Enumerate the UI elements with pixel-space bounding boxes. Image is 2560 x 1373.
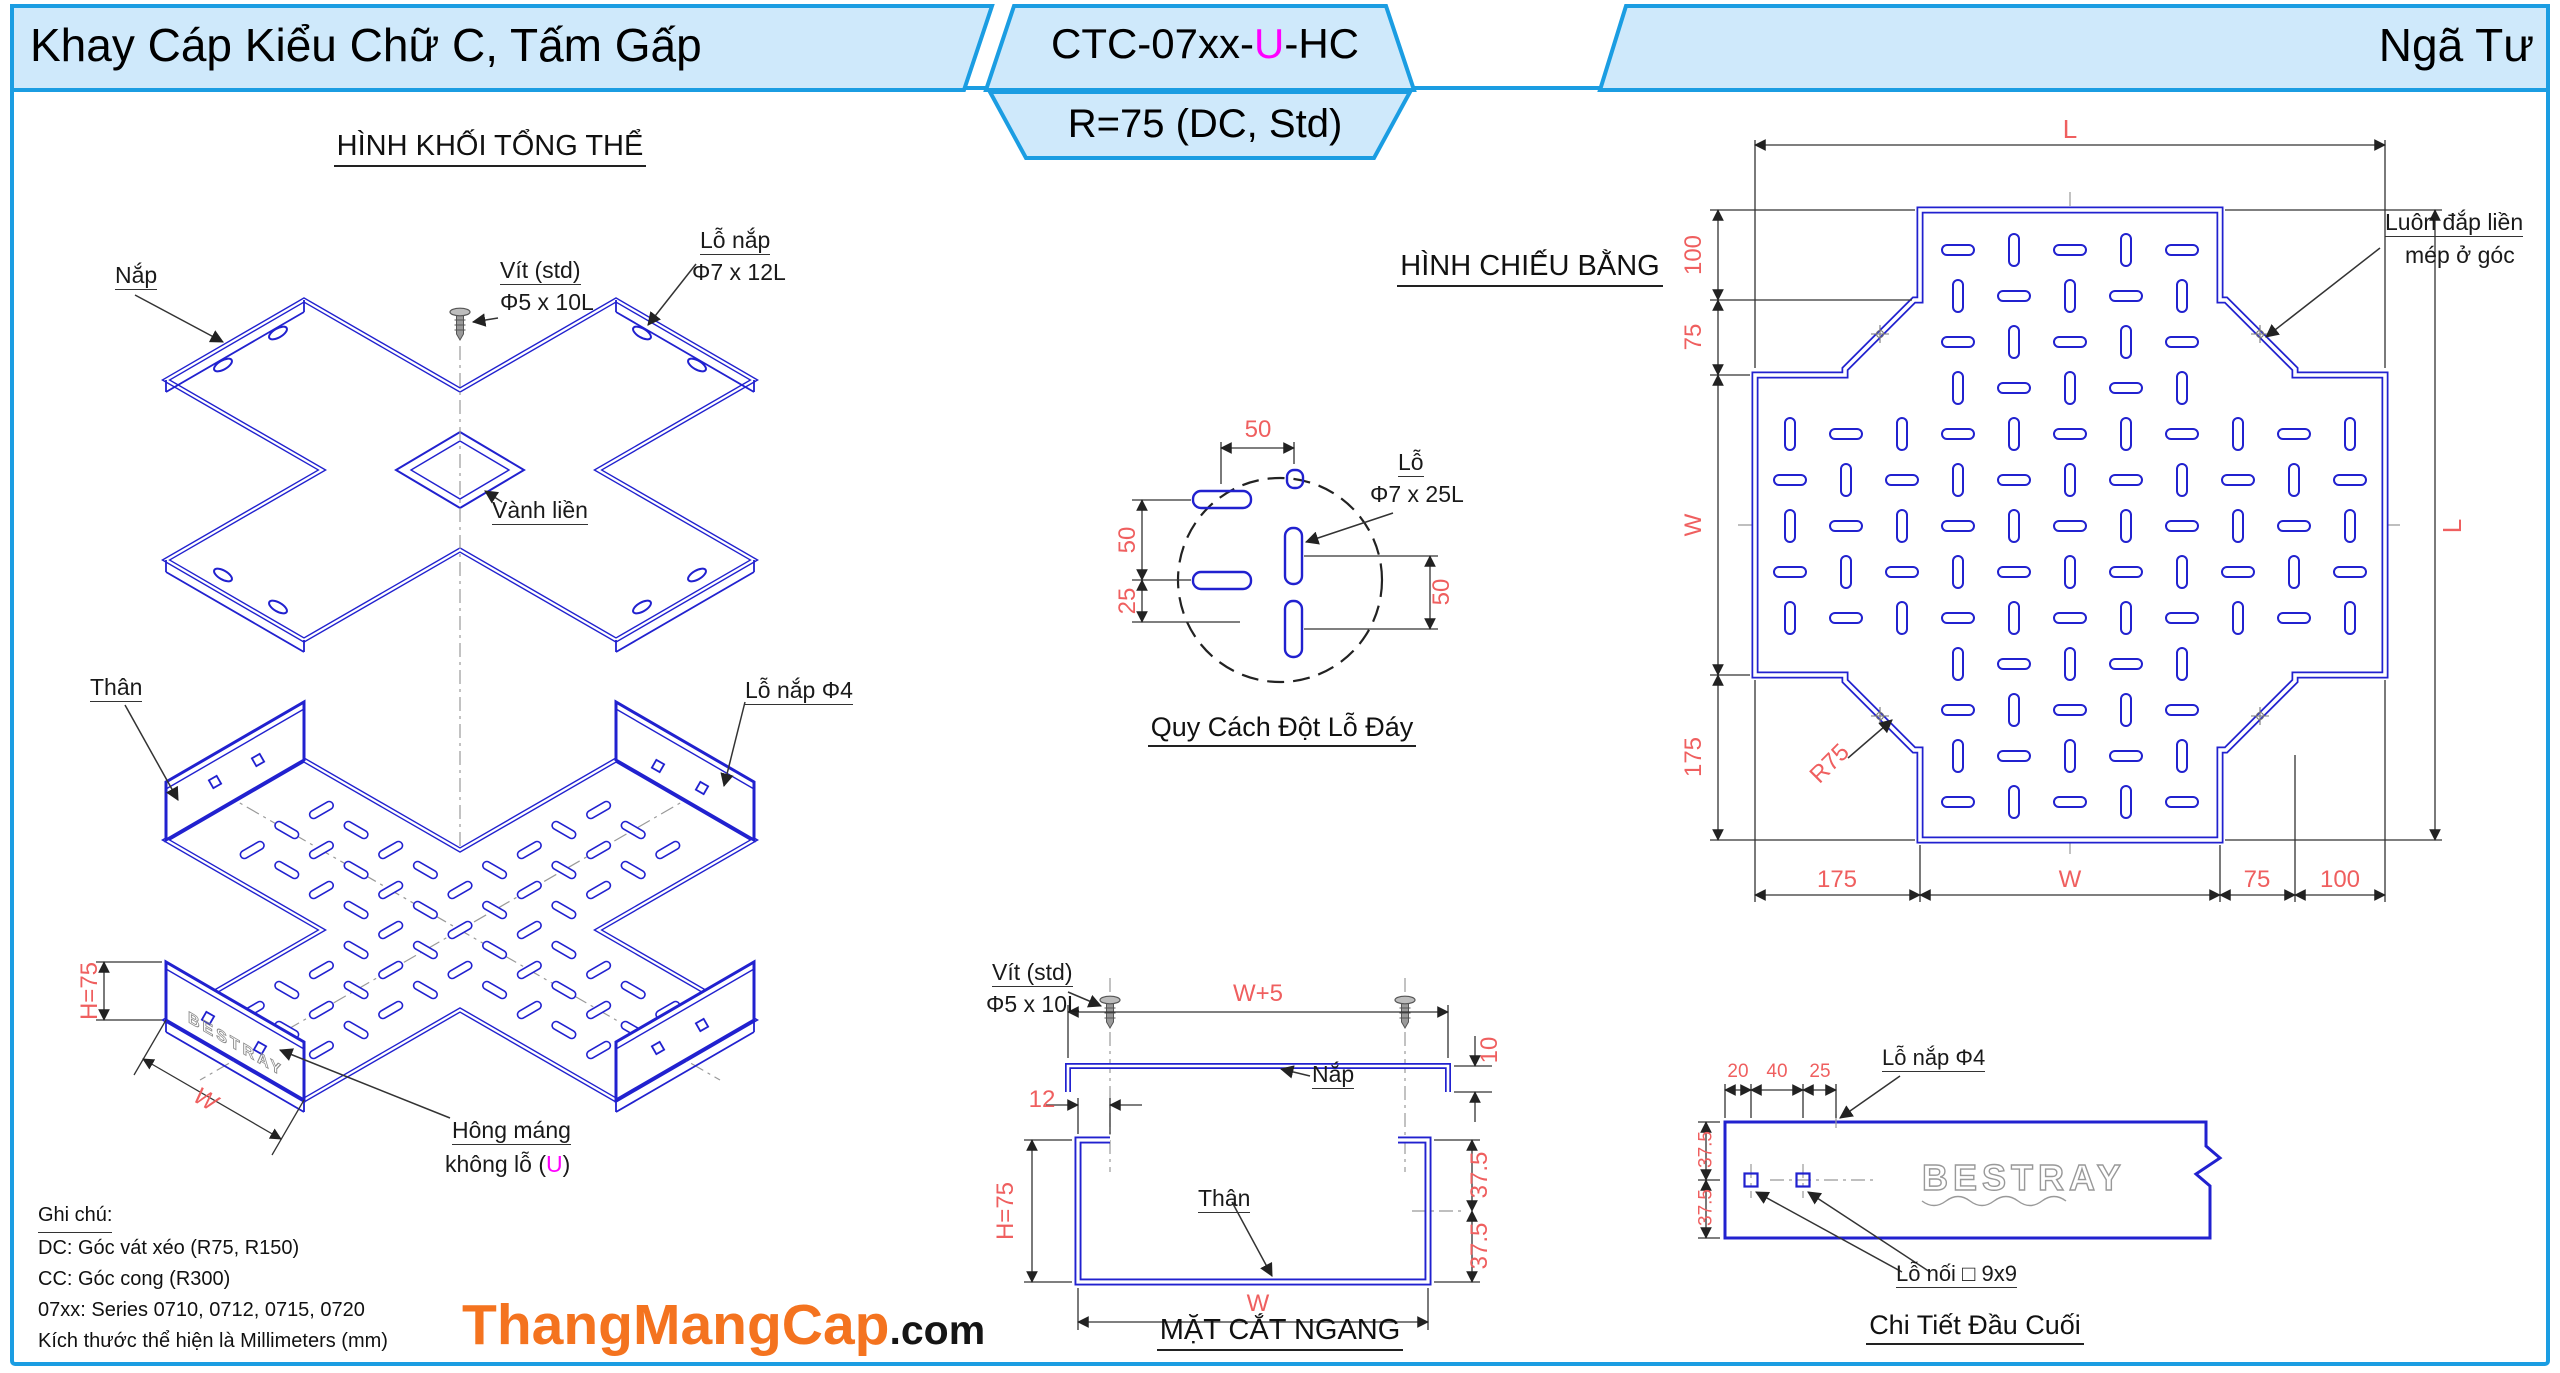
section-dimensions: [1024, 1005, 1492, 1330]
logo-main-text: ThangMangCap: [462, 1293, 890, 1357]
side-wall-label-line1: Hông máng: [452, 1117, 571, 1146]
punch-dim-left-50: 50: [1114, 526, 1141, 554]
end-joint-hole-label: Lỗ nối □ 9x9: [1896, 1261, 2017, 1289]
end-dimensions: [1698, 1084, 1837, 1239]
body-hole-label: Lỗ nắp Φ4: [745, 677, 853, 706]
section-dim-w: W: [1246, 1290, 1270, 1317]
end-detail-title: Chi Tiết Đầu Cuối: [1845, 1310, 2105, 1345]
end-dim-40: 40: [1766, 1061, 1788, 1082]
section-dim-12: 12: [1028, 1086, 1056, 1113]
screw-label-line1: Vít (std): [500, 257, 581, 286]
logo-tld-text: .com: [889, 1307, 986, 1353]
section-dim-10: 10: [1476, 1036, 1503, 1064]
end-dim-25: 25: [1809, 1061, 1831, 1082]
plan-dim-left-100: 100: [1680, 234, 1707, 276]
notes-block: Ghi chú: DC: Góc vát xéo (R75, R150) CC:…: [38, 1200, 388, 1357]
note-line: DC: Góc vát xéo (R75, R150): [38, 1237, 300, 1259]
isometric-view-drawing: BESTRAY: [96, 263, 759, 1156]
punch-dim-right-50: 50: [1428, 578, 1455, 606]
plan-dim-L-top: L: [2062, 114, 2078, 144]
fitting-type: Ngã Tư: [2378, 19, 2534, 71]
cover-label: Nắp: [115, 262, 158, 291]
model-code: CTC-07xx-U-HC: [1000, 20, 1410, 68]
end-dim-20: 20: [1727, 1061, 1749, 1082]
plan-perforation-slots: [1773, 233, 2367, 819]
model-suffix: -HC: [1284, 20, 1359, 67]
punch-hole-label-line1: Lỗ: [1398, 449, 1424, 478]
iso-height-dim: H=75: [76, 961, 103, 1021]
model-variant: U: [1254, 20, 1285, 67]
cover-hole-label-line2: Φ7 x 12L: [692, 259, 786, 285]
body-label: Thân: [90, 674, 143, 703]
header-left-shape: [10, 4, 995, 92]
model-prefix: CTC-07xx-: [1050, 20, 1254, 67]
end-cover-hole-label: Lỗ nắp Φ4: [1882, 1045, 1986, 1073]
section-cover: [1065, 1063, 1451, 1092]
plan-view-drawing: [1710, 139, 2442, 902]
punch-dim-left-25: 25: [1114, 587, 1141, 615]
iso-cover: [161, 297, 759, 653]
plan-dim-bottom-75: 75: [2243, 866, 2271, 893]
punch-detail-title: Quy Cách Đột Lỗ Đáy: [1132, 712, 1432, 747]
section-leaders: [1067, 991, 1311, 1277]
section-title: MẶT CẮT NGANG: [1100, 1314, 1460, 1351]
punch-hole-label-line2: Φ7 x 25L: [1370, 481, 1464, 507]
header-right-shape: [1597, 4, 2550, 92]
plan-view-title: HÌNH CHIẾU BẰNG: [1360, 250, 1700, 287]
bestray-embossed-logo: BESTRAY: [1922, 1157, 2126, 1198]
weld-marks: [1871, 325, 2269, 725]
note-line: Kích thước thể hiện là Millimeters (mm): [38, 1330, 388, 1352]
plan-dim-bottom-175: 175: [1816, 866, 1858, 893]
model-radius: R=75 (DC, Std): [1067, 102, 1343, 146]
website-logo: ThangMangCap .com: [462, 1292, 985, 1358]
side-wall-label-line2: không lỗ (U): [445, 1151, 571, 1177]
screw-label-line2: Φ5 x 10L: [500, 289, 594, 315]
plan-dimensions: [1710, 139, 2442, 902]
plan-dim-L-right: L: [2437, 518, 2467, 534]
end-plate: [1723, 1120, 2223, 1240]
punch-detail-drawing: [1132, 442, 1438, 684]
notes-heading: Ghi chú:: [38, 1200, 113, 1233]
header-model-shape: [983, 4, 1417, 92]
plan-dim-bottom-W: W: [2058, 866, 2082, 893]
section-screw-label-line1: Vít (std): [992, 959, 1073, 988]
section-dim-w5: W+5: [1232, 980, 1283, 1007]
note-line: CC: Góc cong (R300): [38, 1268, 231, 1290]
iso-dimensions: [96, 961, 305, 1156]
plan-dim-left-W: W: [1680, 513, 1707, 537]
plan-dim-bottom-100: 100: [2319, 866, 2361, 893]
header-banner: [10, 4, 2550, 160]
iso-leaders: [124, 263, 746, 1119]
section-dim-375a: 37.5: [1466, 1151, 1493, 1199]
page-title: Khay Cáp Kiểu Chữ C, Tấm Gấp: [30, 19, 702, 71]
cover-hole-label-line1: Lỗ nắp: [700, 227, 771, 256]
cross-section-drawing: [1024, 978, 1492, 1330]
end-dim-375b: 37.5: [1695, 1189, 1717, 1226]
screw-icon: [449, 307, 471, 341]
plan-dim-left-75: 75: [1680, 323, 1707, 351]
plan-dim-left-175: 175: [1680, 736, 1707, 778]
corner-weld-label-line1: Luôn đắp liền: [2385, 209, 2524, 238]
end-dim-375a: 37.5: [1695, 1131, 1717, 1168]
section-body-label: Thân: [1198, 1185, 1251, 1214]
section-screw-label-line2: Φ5 x 10L: [986, 991, 1080, 1017]
end-detail-drawing: BESTRAY: [1698, 1075, 2223, 1273]
continuous-rim-label: Vành liền: [492, 497, 588, 526]
section-body: [1074, 1136, 1432, 1286]
header-radius-shape: [986, 90, 1414, 160]
note-line: 07xx: Series 0710, 0712, 0715, 0720: [38, 1299, 365, 1321]
end-leaders: [1755, 1075, 1931, 1273]
iso-view-title: HÌNH KHỐI TỔNG THỂ: [320, 130, 660, 167]
section-dim-375b: 37.5: [1466, 1222, 1493, 1270]
section-cover-label: Nắp: [1312, 1061, 1355, 1090]
punch-dim-top: 50: [1244, 416, 1272, 443]
section-dim-h75: H=75: [992, 1181, 1019, 1241]
corner-weld-label-line2: mép ở góc: [2405, 242, 2515, 268]
